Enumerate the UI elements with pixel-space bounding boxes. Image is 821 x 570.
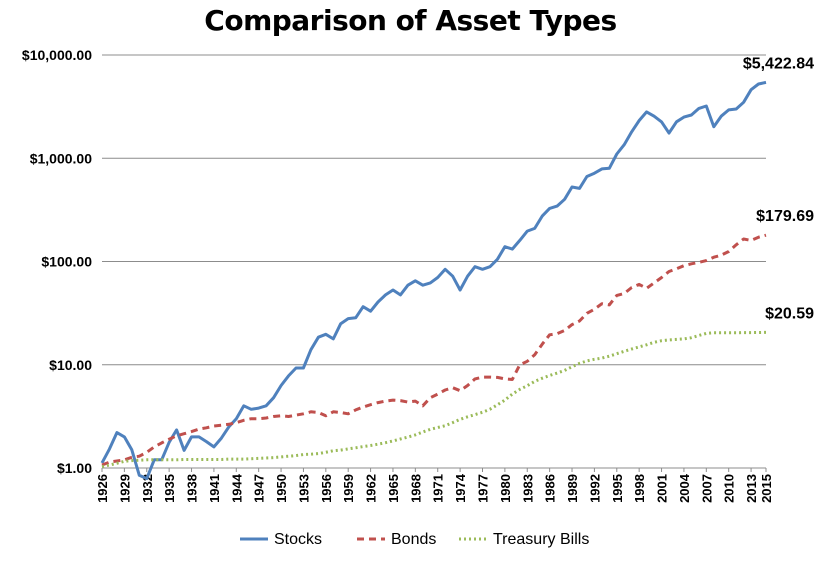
x-tick-label: 1974 — [453, 473, 468, 503]
x-tick-label: 1941 — [207, 474, 222, 503]
legend-label: Stocks — [274, 531, 322, 548]
x-tick-label: 2010 — [722, 474, 737, 503]
legend-label: Bonds — [391, 531, 436, 548]
x-tick-label: 2001 — [655, 474, 670, 503]
x-tick-label: 1995 — [610, 474, 625, 503]
x-tick-label: 2004 — [677, 473, 692, 503]
x-tick-label: 1992 — [587, 474, 602, 503]
x-tick-label: 1980 — [498, 474, 513, 503]
x-tick-label: 1926 — [95, 474, 110, 503]
x-tick-label: 1971 — [431, 474, 446, 503]
x-tick-label: 1932 — [140, 474, 155, 503]
x-tick-label: 1938 — [185, 474, 200, 503]
x-tick-label: 2007 — [699, 474, 714, 503]
x-tick-label: 1965 — [386, 474, 401, 503]
legend-label: Treasury Bills — [493, 531, 589, 548]
x-tick-label: 1956 — [319, 474, 334, 503]
x-tick-label: 1935 — [162, 474, 177, 503]
series-line-stocks — [100, 80, 767, 481]
data-label-end: $179.69 — [756, 208, 814, 225]
x-tick-label: 2015 — [759, 474, 774, 503]
x-tick-label: 1989 — [565, 474, 580, 503]
y-tick-label: $1.00 — [57, 460, 92, 476]
x-tick-label: 1944 — [229, 473, 244, 503]
x-tick-label: 2013 — [744, 474, 759, 503]
x-tick-label: 1962 — [364, 474, 379, 503]
x-tick-label: 1998 — [632, 474, 647, 503]
y-tick-label: $1,000.00 — [30, 150, 92, 166]
x-tick-label: 1977 — [475, 474, 490, 503]
y-tick-label: $10,000.00 — [22, 47, 92, 63]
data-label-end: $20.59 — [765, 305, 814, 322]
chart-title: Comparison of Asset Types — [204, 4, 617, 37]
x-tick-label: 1929 — [117, 474, 132, 503]
x-tick-label: 1968 — [408, 474, 423, 503]
x-tick-label: 1950 — [274, 474, 289, 503]
y-tick-label: $100.00 — [41, 254, 92, 270]
x-tick-label: 1959 — [341, 474, 356, 503]
data-label-end: $5,422.84 — [743, 55, 814, 72]
x-tick-label: 1983 — [520, 474, 535, 503]
y-tick-label: $10.00 — [49, 357, 92, 373]
series-line-bonds — [101, 233, 767, 467]
x-tick-label: 1953 — [296, 474, 311, 503]
series-line-treasury-bills — [101, 330, 767, 469]
x-tick-label: 1947 — [252, 474, 267, 503]
x-tick-label: 1986 — [543, 474, 558, 503]
